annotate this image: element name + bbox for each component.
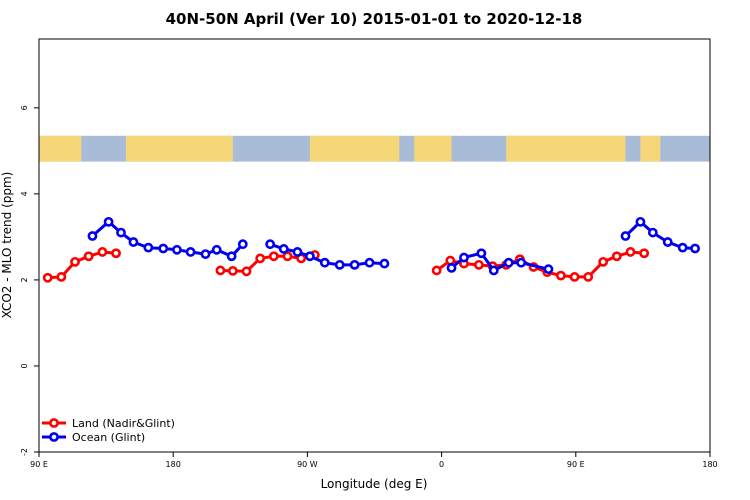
x-tick-label: 90 E (30, 460, 48, 469)
y-tick-label: -2 (20, 448, 29, 456)
legend-marker (49, 432, 59, 442)
data-point (185, 247, 196, 257)
y-tick-label: 6 (20, 105, 29, 110)
data-point (268, 251, 279, 262)
data-point (143, 242, 154, 253)
data-point (677, 242, 688, 253)
data-point (379, 258, 390, 269)
data-point (446, 262, 457, 273)
data-point (42, 272, 53, 283)
data-point (625, 247, 636, 257)
data-point (583, 272, 594, 282)
data-point (255, 253, 266, 264)
data-point (292, 247, 303, 257)
data-point (215, 265, 226, 276)
data-point (662, 237, 673, 247)
data-point (319, 257, 330, 268)
data-point (620, 231, 631, 241)
data-point (116, 227, 126, 238)
data-point (445, 255, 456, 266)
data-point (473, 259, 484, 270)
map-band-land (309, 135, 400, 162)
data-point (211, 244, 222, 255)
data-point (635, 216, 646, 227)
x-tick-label: 180 (166, 460, 181, 469)
data-point (639, 248, 650, 259)
series-line (435, 250, 645, 279)
data-point (543, 264, 554, 275)
data-point (241, 266, 252, 277)
data-point (158, 243, 169, 254)
data-point (278, 244, 289, 254)
y-tick-label: 2 (20, 277, 29, 282)
data-point (364, 257, 375, 268)
data-point (555, 270, 566, 281)
y-tick-label: 4 (20, 191, 29, 196)
legend-label: Ocean (Glint) (72, 431, 145, 444)
x-tick-label: 0 (439, 460, 444, 469)
map-band-land (125, 135, 233, 162)
data-point (488, 265, 499, 276)
data-point (304, 251, 315, 262)
x-tick-label: 90 W (297, 460, 318, 469)
x-tick-label: 180 (702, 460, 717, 469)
legend: Land (Nadir&Glint)Ocean (Glint) (42, 417, 175, 444)
data-point (611, 251, 622, 262)
data-point (282, 251, 293, 262)
map-band-land (39, 135, 82, 162)
data-point (516, 257, 527, 268)
data-point (431, 265, 442, 276)
legend-label: Land (Nadir&Glint) (72, 417, 175, 430)
data-point (569, 272, 580, 282)
data-point (103, 216, 114, 227)
data-point (200, 249, 211, 260)
x-axis-label: Longitude (deg E) (321, 477, 428, 491)
data-point (226, 251, 237, 262)
data-point (349, 259, 360, 270)
data-point (111, 248, 121, 259)
data-point (70, 256, 80, 267)
map-band-land (640, 135, 661, 162)
data-point (87, 231, 98, 241)
data-point (237, 239, 248, 250)
legend-marker (49, 418, 59, 428)
data-point (128, 237, 139, 247)
data-point (459, 252, 469, 263)
chart-title: 40N-50N April (Ver 10) 2015-01-01 to 202… (166, 10, 583, 28)
data-point (334, 259, 345, 270)
data-point (97, 247, 108, 257)
x-tick-label: 90 E (567, 460, 585, 469)
y-axis-label: XCO2 - MLO trend (ppm) (0, 172, 14, 319)
data-point (503, 257, 514, 268)
data-point (227, 265, 238, 276)
plot-frame (38, 38, 711, 453)
data-point (172, 244, 182, 255)
map-band-land (506, 135, 626, 162)
y-tick-label: 0 (20, 363, 29, 368)
data-point (83, 251, 94, 262)
data-point (647, 227, 658, 238)
data-point (56, 272, 67, 282)
data-point (598, 256, 609, 267)
data-point (476, 248, 487, 259)
data-point (690, 243, 700, 254)
plot-area: 90 E 180 90 W 0 90 E 180 -2 0 2 4 6 (20, 38, 718, 469)
map-band-land (414, 135, 452, 162)
data-point (265, 239, 276, 250)
